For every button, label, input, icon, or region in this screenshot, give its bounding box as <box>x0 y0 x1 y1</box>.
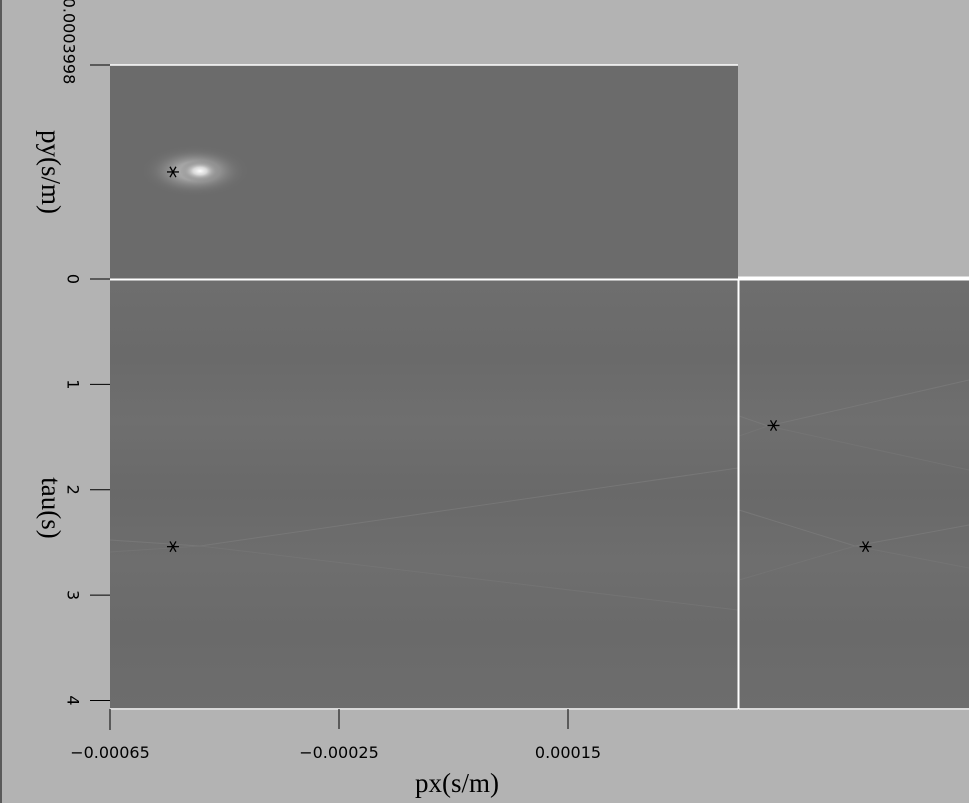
event-markers <box>166 166 872 553</box>
tau-tick-label: 2 <box>64 485 83 495</box>
px-tick-label: 0.00015 <box>535 743 601 762</box>
px-tick-label: −0.00025 <box>299 743 379 762</box>
tau-tick-label: 1 <box>64 379 83 389</box>
py-tick-label: 0.0003998 <box>60 0 79 84</box>
px-tau-event-marker-stroke <box>169 541 177 553</box>
px-py-event-marker-stroke <box>169 166 177 178</box>
window-left-border <box>0 0 2 803</box>
px-tau-panel-image <box>110 280 738 708</box>
px-tau-panel <box>109 280 739 708</box>
tau-tick-label: 0 <box>64 274 83 284</box>
py-tau-panel <box>738 280 969 708</box>
tau-tick-label: 3 <box>64 590 83 600</box>
py-axis-label: py(s/m) <box>36 130 66 214</box>
tau-tick-label: 4 <box>64 695 83 705</box>
py-tau-event-marker <box>859 541 872 553</box>
px-py-energy-spot <box>180 160 220 182</box>
py-tau-panel-image <box>739 280 969 708</box>
tick-marks: −0.00065 −0.00025 0.00015 0 1 2 3 4 0.0003998 <box>60 0 602 762</box>
px-axis-label: px(s/m) <box>415 768 499 798</box>
axes: px(s/m) py(s/m) tau(s) <box>36 64 499 798</box>
slice-frame <box>110 276 969 710</box>
py-tau-event-marker <box>767 419 780 431</box>
px-tau-event-marker <box>166 541 179 553</box>
px-tau-event-streak-lower <box>109 545 739 611</box>
tau-axis-label: tau(s) <box>36 477 66 538</box>
py-tau-event-streak-d <box>738 545 969 581</box>
px-py-panel <box>110 64 738 279</box>
py-tau-event-marker-stroke <box>862 541 870 553</box>
py-tau-event-marker-stroke <box>769 419 778 431</box>
px-tick-label: −0.00065 <box>70 743 150 762</box>
px-py-event-marker <box>166 166 179 178</box>
